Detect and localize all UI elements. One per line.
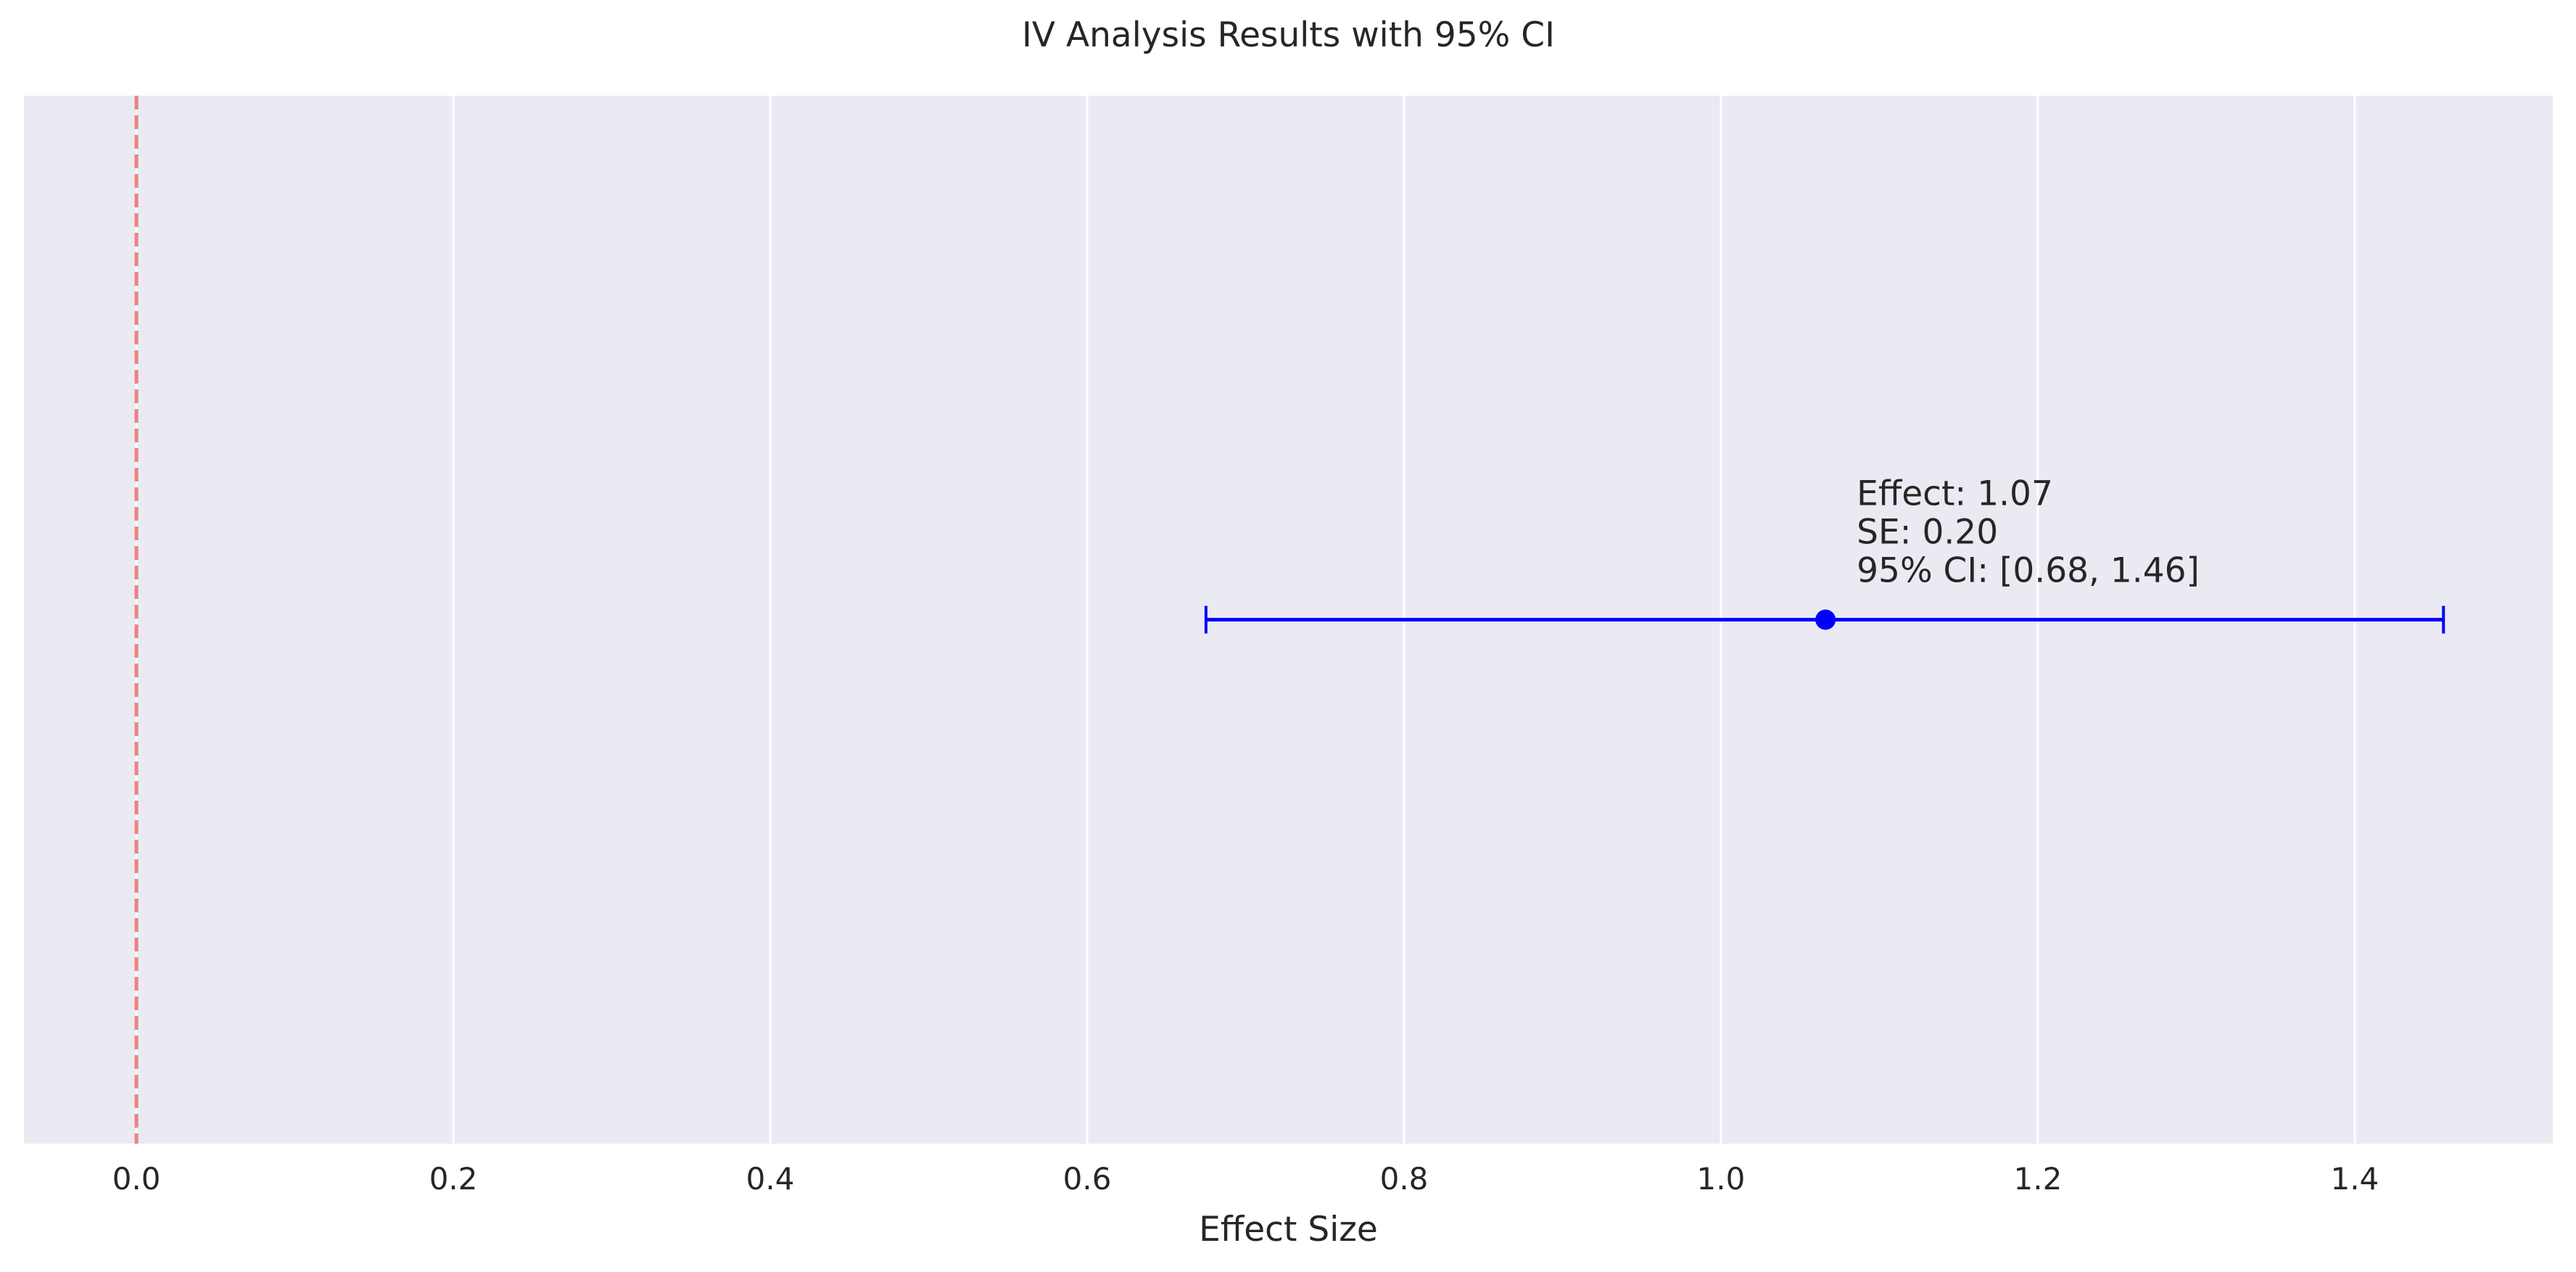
x-axis-ticks: 0.0 0.2 0.4 0.6 0.8 1.0 1.2 1.4 [112,1161,2379,1197]
x-tick-label-5: 1.0 [1697,1161,1746,1197]
annotation-ci: 95% CI: [0.68, 1.46] [1857,551,2200,591]
annotation-effect: Effect: 1.07 [1857,474,2053,514]
x-tick-label-2: 0.4 [746,1161,795,1197]
x-tick-label-1: 0.2 [429,1161,478,1197]
x-tick-label-3: 0.6 [1063,1161,1112,1197]
chart-text: IV Analysis Results with 95% CI Effect S… [112,15,2379,1250]
estimate-series [1204,606,2445,634]
estimate-annotation: Effect: 1.07 SE: 0.20 95% CI: [0.68, 1.4… [1857,474,2200,591]
chart-title: IV Analysis Results with 95% CI [1022,15,1555,55]
effect-point [1815,609,1836,630]
annotation-se: SE: 0.20 [1857,513,1998,553]
x-tick-label-0: 0.0 [112,1161,161,1197]
x-tick-label-7: 1.4 [2330,1161,2379,1197]
x-tick-label-6: 1.2 [2014,1161,2063,1197]
x-axis-label: Effect Size [1199,1210,1378,1250]
x-tick-label-4: 0.8 [1380,1161,1429,1197]
